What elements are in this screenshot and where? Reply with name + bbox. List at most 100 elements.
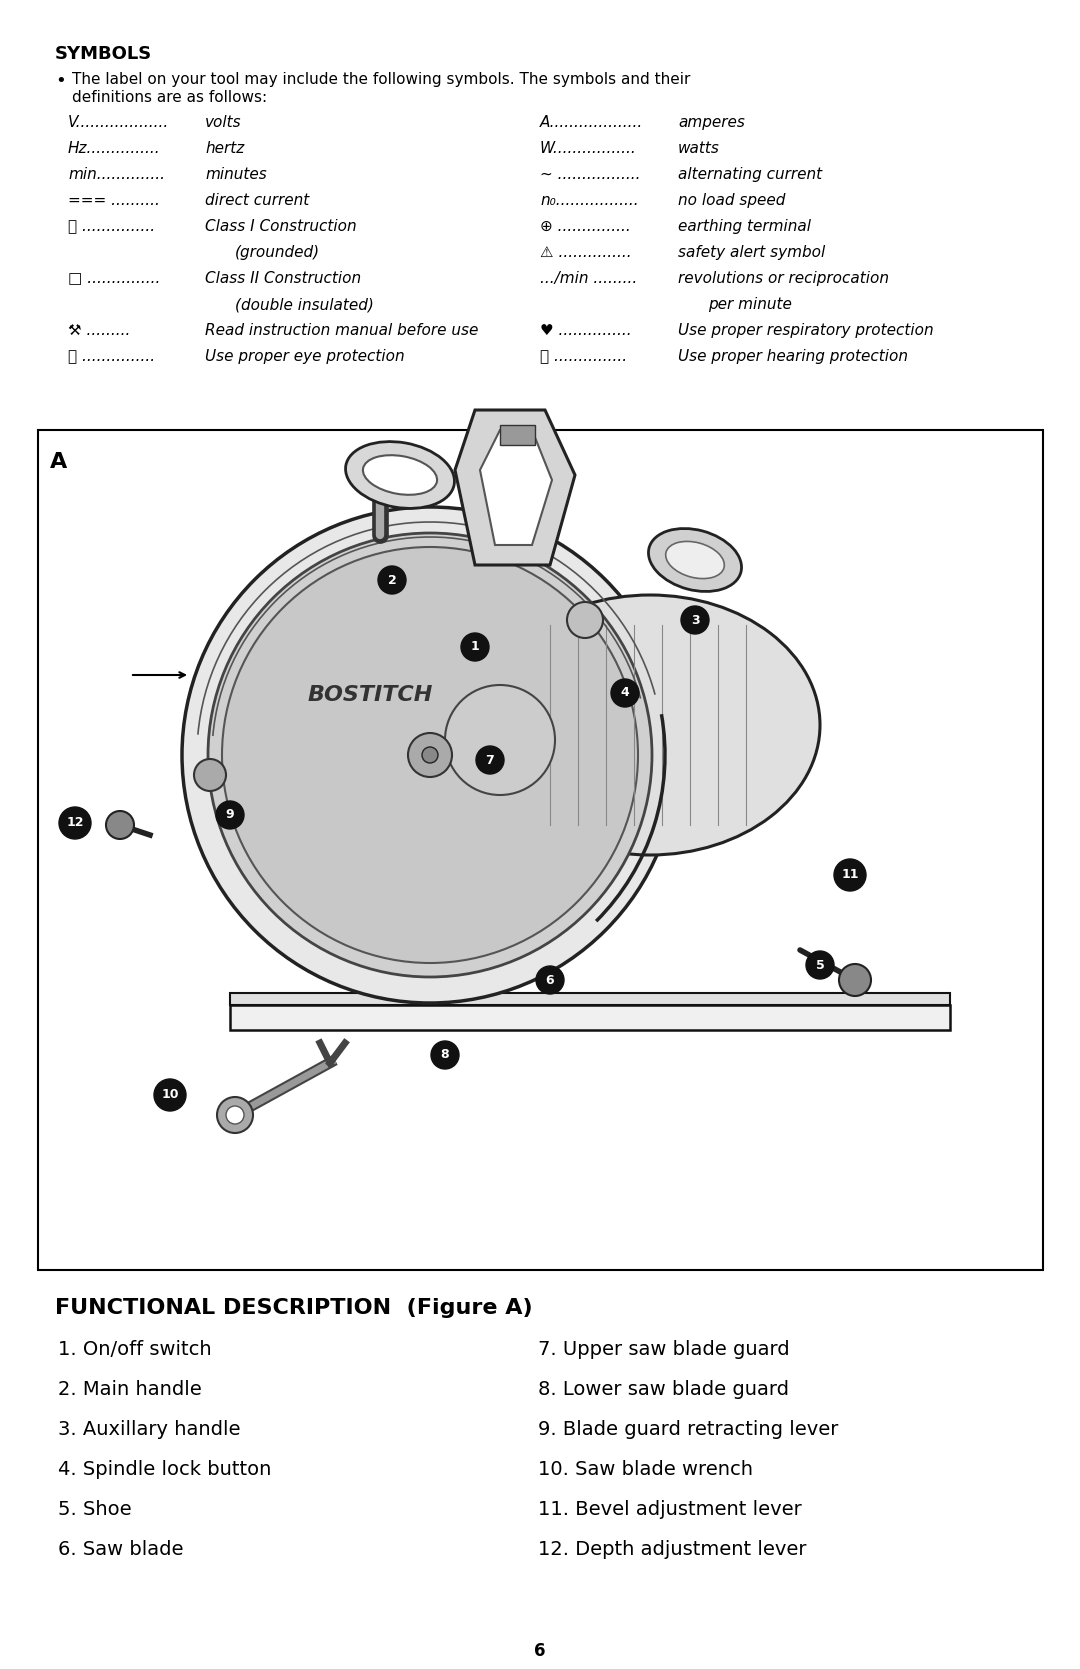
Circle shape bbox=[59, 808, 91, 840]
Text: (double insulated): (double insulated) bbox=[235, 297, 374, 312]
Text: 5: 5 bbox=[815, 958, 824, 971]
Text: watts: watts bbox=[678, 140, 720, 155]
Text: V...................: V................... bbox=[68, 115, 170, 130]
Circle shape bbox=[222, 547, 638, 963]
Text: 11. Bevel adjustment lever: 11. Bevel adjustment lever bbox=[538, 1500, 801, 1519]
Text: ⓔ ...............: ⓔ ............... bbox=[68, 349, 156, 364]
Text: Use proper respiratory protection: Use proper respiratory protection bbox=[678, 324, 933, 339]
Text: A: A bbox=[50, 452, 67, 472]
Text: 10. Saw blade wrench: 10. Saw blade wrench bbox=[538, 1460, 753, 1479]
Circle shape bbox=[431, 1041, 459, 1070]
Ellipse shape bbox=[665, 541, 725, 579]
Circle shape bbox=[476, 746, 504, 774]
Circle shape bbox=[378, 566, 406, 594]
Text: ⚠ ...............: ⚠ ............... bbox=[540, 245, 632, 260]
Circle shape bbox=[681, 606, 708, 634]
Text: hertz: hertz bbox=[205, 140, 244, 155]
Ellipse shape bbox=[648, 529, 742, 591]
Circle shape bbox=[422, 748, 438, 763]
Text: □ ...............: □ ............... bbox=[68, 270, 160, 285]
Text: definitions are as follows:: definitions are as follows: bbox=[72, 90, 267, 105]
Text: amperes: amperes bbox=[678, 115, 745, 130]
Text: 8. Lower saw blade guard: 8. Lower saw blade guard bbox=[538, 1380, 789, 1399]
Text: revolutions or reciprocation: revolutions or reciprocation bbox=[678, 270, 889, 285]
Polygon shape bbox=[455, 411, 575, 566]
Text: Use proper hearing protection: Use proper hearing protection bbox=[678, 349, 908, 364]
Circle shape bbox=[106, 811, 134, 840]
Text: ♥ ...............: ♥ ............... bbox=[540, 324, 632, 339]
Circle shape bbox=[408, 733, 453, 778]
Text: 12. Depth adjustment lever: 12. Depth adjustment lever bbox=[538, 1540, 807, 1559]
Text: === ..........: === .......... bbox=[68, 194, 160, 209]
Text: 12: 12 bbox=[66, 816, 84, 829]
Text: •: • bbox=[55, 72, 66, 90]
Text: ~ .................: ~ ................. bbox=[540, 167, 640, 182]
Circle shape bbox=[839, 965, 870, 996]
Text: .../min .........: .../min ......... bbox=[540, 270, 637, 285]
Text: 2: 2 bbox=[388, 574, 396, 586]
Text: min..............: min.............. bbox=[68, 167, 165, 182]
Circle shape bbox=[194, 759, 226, 791]
Text: volts: volts bbox=[205, 115, 242, 130]
Text: no load speed: no load speed bbox=[678, 194, 785, 209]
Text: ⚒ .........: ⚒ ......... bbox=[68, 324, 131, 339]
Text: 5. Shoe: 5. Shoe bbox=[58, 1500, 132, 1519]
Bar bbox=[230, 993, 950, 1005]
Text: direct current: direct current bbox=[205, 194, 309, 209]
Text: 3. Auxillary handle: 3. Auxillary handle bbox=[58, 1420, 241, 1439]
Text: 6. Saw blade: 6. Saw blade bbox=[58, 1540, 184, 1559]
Circle shape bbox=[445, 684, 555, 794]
Text: safety alert symbol: safety alert symbol bbox=[678, 245, 825, 260]
Text: FUNCTIONAL DESCRIPTION  (Figure A): FUNCTIONAL DESCRIPTION (Figure A) bbox=[55, 1298, 532, 1319]
Circle shape bbox=[567, 603, 603, 638]
Text: 4. Spindle lock button: 4. Spindle lock button bbox=[58, 1460, 271, 1479]
Text: 9. Blade guard retracting lever: 9. Blade guard retracting lever bbox=[538, 1420, 838, 1439]
Text: SYMBOLS: SYMBOLS bbox=[55, 45, 152, 63]
Text: (grounded): (grounded) bbox=[235, 245, 320, 260]
Text: ⓘ ...............: ⓘ ............... bbox=[68, 219, 156, 234]
Text: W.................: W................. bbox=[540, 140, 637, 155]
Text: per minute: per minute bbox=[708, 297, 792, 312]
Text: Read instruction manual before use: Read instruction manual before use bbox=[205, 324, 478, 339]
Text: Use proper eye protection: Use proper eye protection bbox=[205, 349, 405, 364]
Ellipse shape bbox=[363, 456, 437, 494]
Circle shape bbox=[834, 860, 866, 891]
Ellipse shape bbox=[480, 596, 820, 855]
Text: 9: 9 bbox=[226, 808, 234, 821]
Bar bbox=[500, 426, 535, 446]
Text: A...................: A................... bbox=[540, 115, 644, 130]
Bar bbox=[230, 1005, 950, 1030]
Circle shape bbox=[154, 1078, 186, 1112]
Text: The label on your tool may include the following symbols. The symbols and their: The label on your tool may include the f… bbox=[72, 72, 690, 87]
Circle shape bbox=[217, 1097, 253, 1133]
Circle shape bbox=[216, 801, 244, 829]
Text: 1: 1 bbox=[471, 641, 480, 654]
Text: alternating current: alternating current bbox=[678, 167, 822, 182]
Text: 10: 10 bbox=[161, 1088, 179, 1102]
Polygon shape bbox=[480, 431, 552, 546]
Text: 4: 4 bbox=[621, 686, 630, 699]
Circle shape bbox=[536, 966, 564, 995]
Circle shape bbox=[226, 1107, 244, 1123]
Circle shape bbox=[611, 679, 639, 708]
Text: n₀.................: n₀................. bbox=[540, 194, 638, 209]
Text: earthing terminal: earthing terminal bbox=[678, 219, 811, 234]
Text: 11: 11 bbox=[841, 868, 859, 881]
Ellipse shape bbox=[346, 442, 455, 509]
Circle shape bbox=[183, 507, 678, 1003]
Text: 7: 7 bbox=[486, 753, 495, 766]
Text: 2. Main handle: 2. Main handle bbox=[58, 1380, 202, 1399]
Text: ⊕ ...............: ⊕ ............... bbox=[540, 219, 631, 234]
Text: minutes: minutes bbox=[205, 167, 267, 182]
Bar bbox=[38, 431, 1043, 1270]
Text: Hz...............: Hz............... bbox=[68, 140, 161, 155]
Text: 6: 6 bbox=[535, 1642, 545, 1661]
Text: 7. Upper saw blade guard: 7. Upper saw blade guard bbox=[538, 1340, 789, 1359]
Text: BOSTITCH: BOSTITCH bbox=[308, 684, 433, 704]
Text: 8: 8 bbox=[441, 1048, 449, 1061]
Circle shape bbox=[806, 951, 834, 980]
Text: 6: 6 bbox=[545, 973, 554, 986]
Text: 1. On/off switch: 1. On/off switch bbox=[58, 1340, 212, 1359]
Text: ⓝ ...............: ⓝ ............... bbox=[540, 349, 627, 364]
Text: 3: 3 bbox=[691, 614, 700, 626]
